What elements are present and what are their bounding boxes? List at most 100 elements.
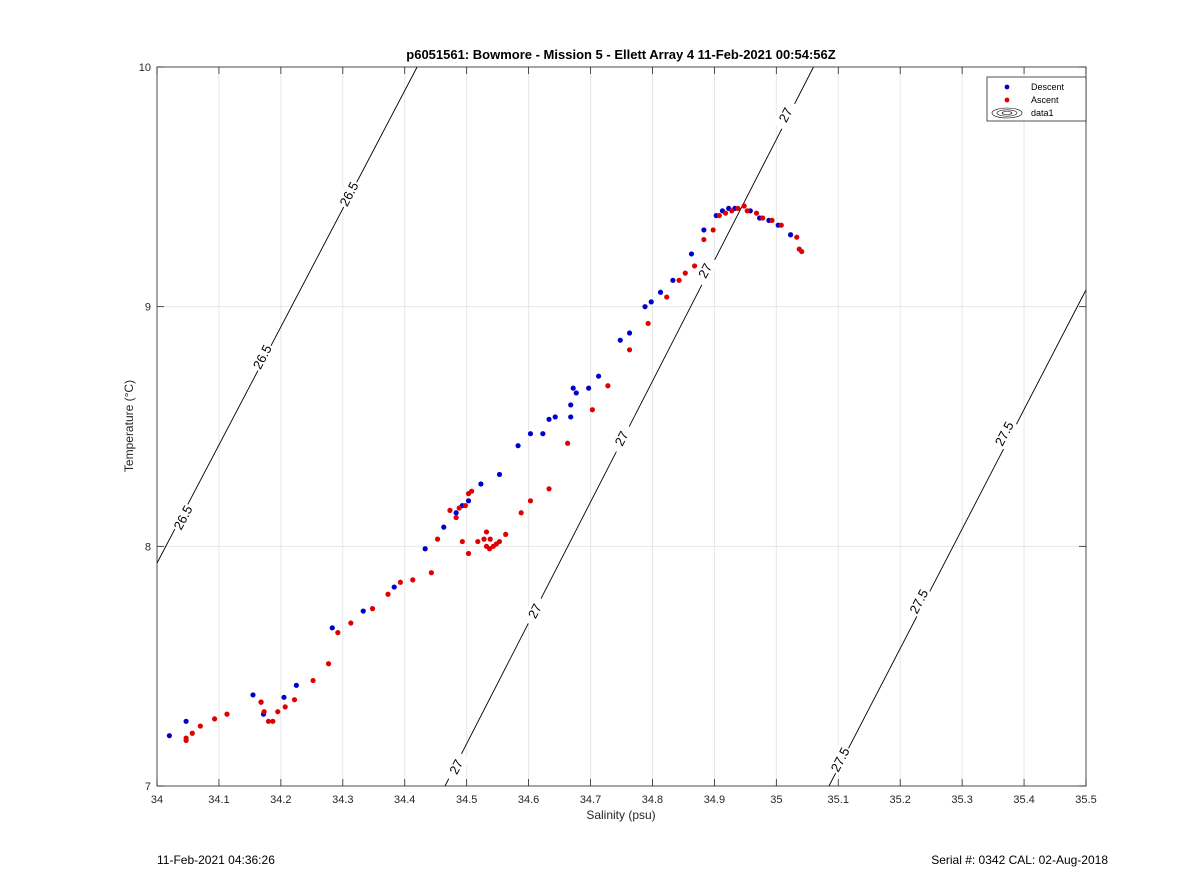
- data-point-ascent: [211, 716, 218, 722]
- data-point-ascent: [469, 488, 475, 494]
- x-tick-label: 34.4: [394, 794, 415, 806]
- data-point-descent: [441, 524, 447, 530]
- contour-label-mask: [691, 254, 719, 287]
- axis-ticks: 34 34.1 34.2 34.3 34.4 34.5 34.6 34.7 34.8 34.9 35…: [139, 62, 1097, 806]
- data-point-ascent: [465, 550, 472, 557]
- data-point-ascent: [385, 591, 391, 597]
- x-tick-label: 35.5: [1075, 794, 1096, 806]
- data-point-ascent: [565, 440, 571, 446]
- x-tick-label: 34.2: [270, 794, 291, 806]
- x-tick-label: 34.5: [456, 794, 477, 806]
- data-point-descent: [626, 330, 633, 336]
- x-axis-label: Salinity (psu): [586, 808, 655, 822]
- data-point-ascent: [527, 498, 534, 504]
- data-point-ascent: [691, 263, 698, 269]
- legend-contour-icon-inner: [996, 109, 1018, 117]
- data-point-descent: [540, 431, 546, 437]
- data-point-ascent: [410, 577, 416, 583]
- data-point-ascent: [456, 505, 462, 511]
- data-point-descent: [422, 546, 428, 552]
- footer-timestamp: 11-Feb-2021 04:36:26: [157, 853, 275, 867]
- data-point-ascent: [348, 620, 354, 626]
- data-point-ascent: [503, 531, 509, 537]
- contour-label-mask: [607, 422, 636, 455]
- data-point-ascent: [753, 210, 760, 216]
- data-point-ascent: [261, 709, 267, 715]
- x-tick-label: 34.8: [642, 794, 663, 806]
- data-point-descent: [465, 498, 472, 504]
- data-point-ascent: [487, 536, 493, 542]
- data-point-descent: [166, 733, 172, 739]
- data-point-ascent: [769, 217, 775, 223]
- data-point-ascent: [486, 546, 493, 552]
- contour-label: 27: [446, 757, 466, 777]
- y-tick-label: 7: [145, 781, 151, 793]
- data-point-descent: [701, 227, 707, 233]
- legend-label: Descent: [1031, 82, 1065, 92]
- data-point-ascent: [546, 486, 552, 492]
- data-point-ascent: [447, 507, 453, 513]
- data-point-descent: [515, 443, 521, 449]
- data-point-ascent: [325, 661, 332, 667]
- data-point-ascent: [741, 203, 747, 209]
- data-points: [166, 203, 805, 744]
- data-point-ascent: [183, 737, 189, 744]
- data-point-descent: [568, 402, 574, 408]
- data-point-descent: [281, 694, 287, 700]
- data-point-ascent: [794, 234, 800, 240]
- data-point-descent: [360, 608, 366, 614]
- contour-line-26-5: [156, 66, 418, 564]
- data-point-ascent: [799, 248, 805, 255]
- data-point-descent: [657, 289, 664, 295]
- data-point-ascent: [481, 536, 487, 542]
- data-point-ascent: [428, 570, 434, 576]
- data-point-descent: [573, 390, 579, 396]
- data-point-ascent: [645, 320, 651, 327]
- legend-contour-icon: [991, 107, 1023, 119]
- legend-label: data1: [1031, 108, 1054, 118]
- x-tick-label: 34.6: [518, 794, 539, 806]
- x-tick-label: 35: [770, 794, 782, 806]
- data-point-ascent: [369, 606, 376, 612]
- data-point-ascent: [778, 222, 784, 228]
- data-point-ascent: [496, 538, 503, 545]
- data-point-descent: [293, 682, 299, 688]
- contour-label-mask: [169, 501, 197, 534]
- contour-label-mask: [826, 743, 854, 776]
- data-point-descent: [617, 337, 623, 343]
- data-point-descent: [496, 471, 503, 478]
- x-tick-label: 35.1: [828, 794, 849, 806]
- contour-label-mask: [772, 98, 800, 132]
- data-point-descent: [552, 414, 558, 420]
- y-tick-label: 9: [145, 302, 151, 314]
- contour-label-mask: [990, 417, 1018, 450]
- y-tick-label: 10: [139, 62, 151, 74]
- x-tick-label: 34.1: [208, 794, 229, 806]
- data-point-ascent: [664, 294, 670, 300]
- data-point-descent: [688, 251, 695, 257]
- data-point-descent: [648, 299, 654, 305]
- data-point-descent: [568, 414, 574, 420]
- contour-label: 27: [525, 601, 545, 621]
- data-point-ascent: [197, 723, 203, 729]
- data-point-descent: [595, 373, 602, 379]
- data-point-ascent: [459, 538, 465, 545]
- data-point-ascent: [335, 630, 341, 636]
- data-point-descent: [391, 584, 397, 590]
- data-point-ascent: [735, 205, 741, 212]
- legend-box: [986, 76, 1087, 122]
- data-point-descent: [570, 385, 576, 391]
- axes-box: [156, 66, 1087, 787]
- data-point-ascent: [397, 579, 403, 585]
- data-point-descent: [642, 304, 648, 310]
- footer-serial-calibration: Serial #: 0342 CAL: 02-Aug-2018: [931, 853, 1108, 867]
- data-point-descent: [329, 625, 335, 631]
- data-point-ascent: [258, 699, 264, 705]
- data-point-ascent: [716, 212, 722, 219]
- x-tick-label: 35.4: [1013, 794, 1034, 806]
- contour-label: 27: [695, 261, 715, 281]
- chart-title: p6051561: Bowmore - Mission 5 - Ellett A…: [406, 47, 835, 62]
- data-point-ascent: [722, 210, 729, 216]
